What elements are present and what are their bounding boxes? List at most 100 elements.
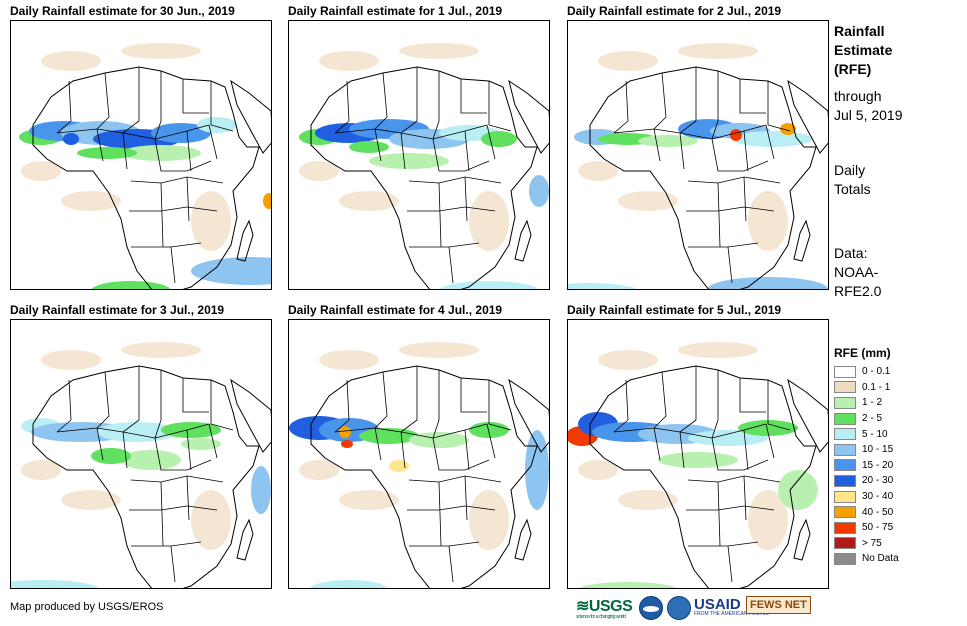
panel-title: Daily Rainfall estimate for 30 Jun., 201…: [10, 4, 235, 18]
country-border: [717, 481, 721, 547]
country-border: [334, 379, 350, 433]
country-border: [613, 80, 629, 134]
map-panel-30-jun: Daily Rainfall estimate for 30 Jun., 201…: [10, 4, 272, 290]
rainfall-legend: RFE (mm) 0 - 0.1 0.1 - 1 1 - 2 2 - 5 5 - 10 1…: [834, 346, 899, 567]
light-rain-patch: [399, 43, 479, 59]
country-border: [208, 124, 218, 160]
country-border: [432, 71, 440, 140]
rain-patch: [77, 147, 137, 159]
legend-swatch: [834, 412, 856, 425]
country-border: [686, 206, 775, 212]
rain-patch: [341, 440, 353, 448]
rain-patch: [349, 141, 389, 153]
country-border: [122, 132, 128, 170]
rain-patch: [121, 450, 181, 470]
map-frame: [567, 319, 829, 589]
rainfall-map: [568, 342, 828, 588]
rain-patch: [525, 430, 549, 510]
africa-coastline: [32, 66, 260, 289]
rain-patch: [568, 283, 637, 289]
light-rain-patch: [748, 490, 788, 550]
country-border: [653, 128, 661, 162]
rain-patch: [91, 448, 131, 464]
rain-patch: [732, 131, 812, 147]
country-border: [438, 182, 442, 248]
rain-patch: [97, 422, 177, 442]
legend-item: No Data: [834, 551, 899, 567]
legend-label: 0.1 - 1: [862, 381, 891, 393]
arabia-coastline: [508, 79, 549, 154]
country-border: [160, 182, 164, 248]
country-border: [334, 80, 350, 134]
rain-patch: [780, 123, 796, 135]
country-border: [129, 505, 218, 511]
panel-title: Daily Rainfall estimate for 5 Jul., 2019: [567, 303, 782, 317]
legend-item: 0 - 0.1: [834, 364, 899, 380]
rainfall-map: [11, 342, 271, 588]
legend-swatch: [834, 396, 856, 409]
country-border: [154, 437, 212, 471]
africa-coastline: [310, 66, 538, 289]
legend-swatch: [834, 428, 856, 441]
rain-patch: [579, 582, 677, 588]
country-border: [56, 379, 72, 433]
country-border: [170, 545, 176, 583]
map-panel-5-jul: Daily Rainfall estimate for 5 Jul., 2019: [567, 303, 829, 589]
legend-swatch: [834, 459, 856, 472]
legend-label: 40 - 50: [862, 506, 894, 518]
light-rain-patch: [299, 460, 339, 480]
map-frame: [10, 319, 272, 589]
country-border: [400, 366, 418, 433]
madagascar-coastline: [514, 219, 532, 262]
country-border: [711, 71, 719, 140]
light-rain-patch: [618, 490, 678, 510]
country-border: [488, 380, 512, 431]
map-frame: [288, 20, 550, 290]
usaid-logo: USAID FROM THE AMERICAN PEOPLE: [694, 596, 769, 617]
arabia-coastline: [787, 378, 828, 453]
country-border: [334, 124, 488, 140]
country-border: [679, 132, 685, 170]
usgs-logo-text: USGS: [588, 598, 633, 615]
through-date: through Jul 5, 2019: [834, 87, 903, 125]
country-border: [182, 79, 209, 114]
map-panel-3-jul: Daily Rainfall estimate for 3 Jul., 2019: [10, 303, 272, 589]
country-border: [464, 130, 470, 172]
legend-label: 5 - 10: [862, 428, 888, 440]
country-border: [739, 79, 766, 114]
usgs-tagline: science for a changing world: [576, 614, 626, 620]
panel-title: Daily Rainfall estimate for 2 Jul., 2019: [567, 4, 782, 18]
country-border: [727, 545, 733, 583]
arabia-coastline: [787, 79, 828, 154]
legend-swatch: [834, 474, 856, 487]
country-border: [767, 380, 791, 431]
map-frame: [10, 20, 272, 290]
light-rain-patch: [41, 51, 101, 71]
legend-swatch: [834, 365, 856, 378]
africa-coastline: [310, 365, 538, 588]
through-value: Jul 5, 2019: [834, 107, 903, 123]
africa-coastline: [589, 365, 817, 588]
source-line: Data:: [834, 245, 868, 261]
light-rain-patch: [61, 490, 121, 510]
rain-patch: [263, 193, 271, 209]
country-border: [130, 176, 224, 184]
rain-patch: [191, 257, 271, 285]
light-rain-patch: [41, 350, 101, 370]
rain-patch: [778, 470, 818, 510]
madagascar-coastline: [236, 219, 254, 262]
country-border: [160, 481, 164, 547]
light-rain-patch: [748, 191, 788, 251]
country-border: [154, 370, 162, 439]
rain-patch: [738, 420, 798, 436]
rain-patch: [440, 281, 538, 289]
country-border: [613, 124, 767, 140]
legend-label: > 75: [862, 537, 882, 549]
legend-item: 5 - 10: [834, 426, 899, 442]
country-border: [653, 427, 661, 461]
legend-label: No Data: [862, 553, 899, 565]
africa-coastline: [32, 365, 260, 588]
noaa-logo: [639, 596, 663, 620]
rainfall-map: [568, 43, 828, 289]
country-border: [679, 67, 697, 134]
